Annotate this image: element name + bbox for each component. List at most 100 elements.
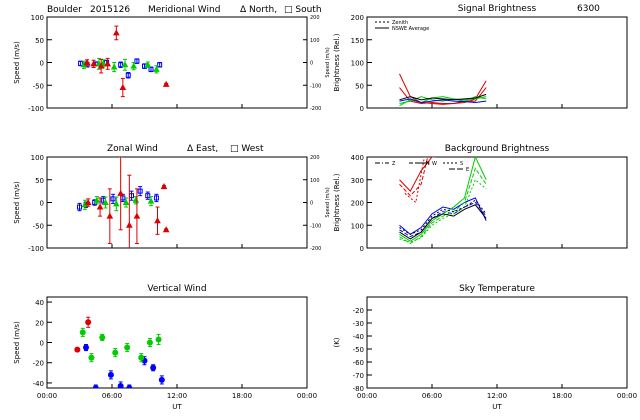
zonal-point	[125, 221, 133, 228]
signal-series-line-0	[399, 73, 487, 105]
zonal-ylabel-right: Speed (m/s)	[325, 187, 331, 217]
sky-ytick-label: -70	[353, 372, 364, 380]
date-label: 2015126	[90, 5, 130, 15]
vertical-frame	[46, 296, 308, 389]
south-marker-label: □ South	[284, 5, 322, 15]
meridional-point	[90, 60, 97, 67]
background-series-line-6	[399, 167, 487, 245]
meridional-ytick-label: -100	[28, 105, 44, 113]
sky-ytick-label: -50	[353, 346, 364, 354]
meridional-point	[157, 62, 163, 68]
vertical-point	[138, 354, 145, 361]
zonal-point	[145, 193, 151, 199]
background-series-line-4	[399, 201, 487, 238]
meridional-ytick-label: 50	[35, 37, 44, 45]
vertical-point	[146, 339, 153, 346]
sky-title: Sky Temperature	[459, 284, 535, 294]
meridional-ytick-right-label: -100	[310, 83, 321, 89]
signal-ytick-label: 0	[360, 105, 364, 113]
zonal-point	[133, 212, 141, 219]
zonal-point	[112, 200, 120, 207]
vertical-point	[79, 329, 86, 336]
meridional-ytick-right-label: 200	[310, 15, 320, 21]
meridional-point	[134, 58, 140, 64]
vertical-ylabel: Speed (m/s)	[13, 321, 21, 364]
zonal-ytick-right-label: -200	[310, 246, 321, 252]
sky-ytick-label: -40	[353, 333, 364, 341]
vertical-xtick-label: 18:00	[232, 392, 252, 400]
zonal-point	[137, 188, 143, 194]
signal-ytick-label: 200	[351, 14, 364, 22]
zonal-point	[106, 212, 114, 219]
plot-area: -100 -50 0 50 100 -200 -100 0 100 200 Speed (m/s) S…	[13, 4, 637, 411]
meridional-point	[110, 63, 118, 70]
signal-ytick-label: 50	[355, 82, 364, 90]
sky-xtick-label: 18:00	[552, 392, 572, 400]
zonal-point	[132, 196, 140, 203]
vertical-point	[150, 364, 157, 371]
zonal-ytick-label: 50	[35, 177, 44, 185]
meridional-ylabel: Speed (m/s)	[13, 41, 21, 84]
background-ytick-label: 0	[360, 245, 364, 253]
vertical-point	[155, 336, 162, 343]
meridional-point	[125, 72, 131, 78]
background-ylabel: Brightness (Rel.)	[333, 173, 341, 231]
zonal-ytick-label: -50	[33, 222, 44, 230]
vertical-xtick-label: 00:00	[37, 392, 57, 400]
vertical-xtick-label: 12:00	[167, 392, 187, 400]
vertical-ytick-label: 40	[35, 299, 44, 307]
zonal-ytick-label: 0	[40, 200, 44, 208]
zonal-point	[153, 195, 159, 201]
zonal-point	[102, 198, 109, 205]
north-marker-label: Δ North,	[240, 5, 277, 15]
zonal-ytick-label: -100	[28, 245, 44, 253]
vertical-ytick-label: -40	[33, 380, 44, 388]
vertical-point	[85, 319, 92, 326]
signal-ylabel: Brightness (Rel.)	[333, 33, 341, 91]
sky-ylabel: (K)	[333, 337, 341, 347]
vertical-point	[158, 376, 165, 383]
background-ytick-label: 400	[351, 154, 364, 162]
vertical-xtick-label: 06:00	[102, 392, 122, 400]
signal-series-line-4	[399, 98, 487, 104]
meridional-ylabel-right: Speed (m/s)	[325, 47, 331, 77]
background-series-line-3	[399, 197, 487, 235]
signal-ytick-label: 100	[351, 60, 364, 68]
signal-legend-label: Zenith	[392, 20, 408, 26]
background-series-line-1	[399, 157, 429, 197]
signal-ytick-label: 150	[351, 37, 364, 45]
vertical-point	[124, 344, 131, 351]
zonal-title: Zonal Wind	[107, 144, 158, 154]
vertical-point	[83, 344, 89, 351]
signal-series-line-5	[399, 93, 487, 101]
vertical-xtick-label: 00:00	[297, 392, 317, 400]
meridional-point	[83, 58, 91, 65]
meridional-point	[148, 66, 154, 72]
background-series-line-7	[399, 178, 487, 243]
meridional-ytick-right-label: 100	[310, 38, 320, 44]
background-ytick-label: 200	[351, 200, 364, 208]
background-legend-label: N	[426, 161, 430, 167]
meridional-point	[144, 61, 152, 68]
zonal-ytick-right-label: 100	[310, 178, 320, 184]
background-ytick-label: 100	[351, 222, 364, 230]
meridional-point	[118, 62, 124, 68]
meridional-title: Meridional Wind	[148, 5, 220, 15]
sky-xtick-label: 00:00	[357, 392, 377, 400]
sky-xtick-label: 06:00	[422, 392, 442, 400]
meridional-point	[112, 29, 120, 36]
background-legend-label: Z	[392, 161, 396, 167]
meridional-point	[104, 60, 112, 67]
vertical-title: Vertical Wind	[147, 284, 206, 294]
meridional-point	[78, 60, 84, 66]
meridional-point	[162, 80, 170, 87]
meridional-point	[121, 61, 129, 68]
background-series-line-9	[399, 204, 487, 240]
meridional-point	[153, 65, 160, 72]
zonal-point	[122, 198, 130, 205]
site-label: Boulder	[47, 5, 82, 15]
sky-xtick-label: 00:00	[617, 392, 637, 400]
signal-marks	[399, 73, 487, 107]
meridional-ytick-right-label: 0	[310, 61, 313, 67]
zonal-ytick-right-label: 200	[310, 155, 320, 161]
